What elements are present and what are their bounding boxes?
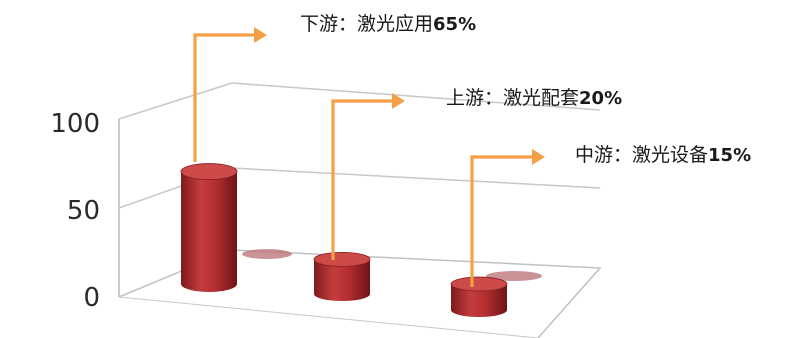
value-label: 20% bbox=[579, 88, 622, 109]
bar-top bbox=[450, 276, 508, 292]
value-label: 15% bbox=[708, 145, 751, 166]
callout-arrow-line bbox=[193, 33, 256, 162]
category-label: 上游：激光配套 bbox=[446, 87, 579, 109]
category-label: 中游：激光设备 bbox=[575, 144, 708, 166]
left-wall-top bbox=[118, 82, 233, 120]
y-tick-label: 50 bbox=[67, 196, 100, 226]
callouts-layer: 下游：激光应用65% 上游：激光配套20% 中游：激光设备15% bbox=[193, 13, 751, 287]
floor-shadow bbox=[242, 249, 292, 259]
floor-front-edge bbox=[118, 296, 539, 338]
bar bbox=[180, 163, 238, 292]
back-wall-top-line bbox=[231, 82, 601, 111]
bar-body bbox=[451, 284, 507, 317]
callout: 下游：激光应用65% bbox=[193, 13, 476, 162]
callout-label: 上游：激光配套20% bbox=[446, 87, 622, 109]
bar-body bbox=[314, 259, 370, 301]
floor-plane bbox=[118, 249, 602, 338]
bars-layer bbox=[180, 163, 542, 317]
floor-shadow bbox=[486, 271, 542, 281]
value-label: 65% bbox=[433, 14, 476, 35]
callout: 上游：激光配套20% bbox=[331, 87, 622, 260]
y-tick-label: 100 bbox=[50, 109, 100, 139]
callout-arrowhead bbox=[532, 149, 545, 165]
callout-arrow-line bbox=[331, 99, 394, 260]
bar bbox=[313, 251, 371, 301]
bar-top bbox=[313, 251, 371, 267]
y-tick-label: 0 bbox=[83, 283, 100, 313]
bar-body bbox=[181, 171, 237, 292]
callout-arrow-line bbox=[470, 155, 534, 287]
callout-label: 中游：激光设备15% bbox=[575, 144, 751, 166]
y-axis-ticks: 100 50 0 bbox=[50, 109, 100, 313]
callout-arrowhead bbox=[254, 27, 267, 43]
bar bbox=[450, 276, 508, 317]
bar-top bbox=[180, 163, 238, 180]
chart-plane bbox=[118, 82, 602, 338]
callout: 中游：激光设备15% bbox=[470, 144, 751, 287]
callout-arrowhead bbox=[392, 93, 405, 109]
back-wall-mid-line bbox=[231, 167, 601, 189]
callout-label: 下游：激光应用65% bbox=[300, 13, 476, 35]
category-label: 下游：激光应用 bbox=[300, 13, 433, 35]
